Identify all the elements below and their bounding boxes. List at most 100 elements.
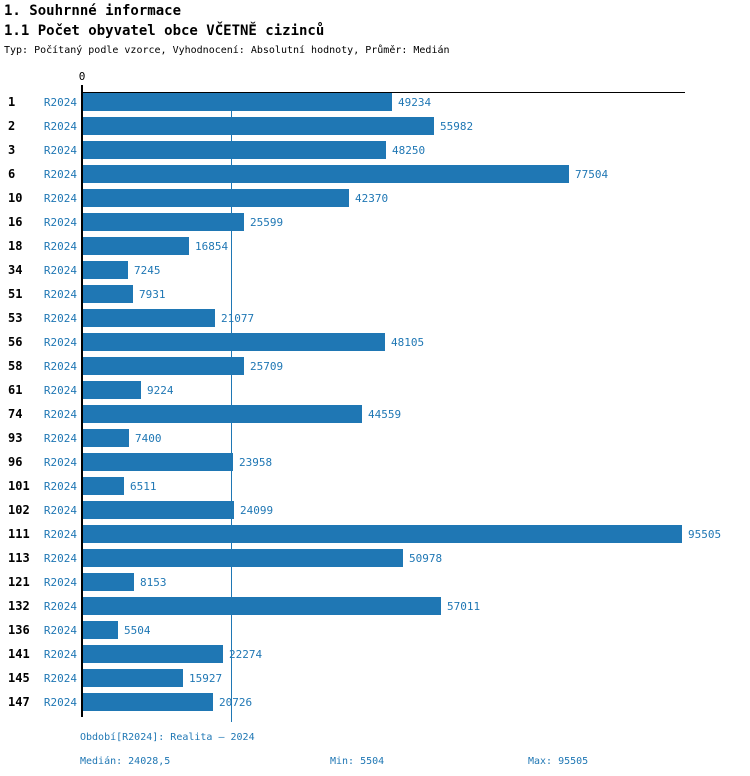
bar xyxy=(83,645,223,663)
chart-row: 1 R2024 49234 xyxy=(0,93,750,117)
bar xyxy=(83,501,234,519)
chart-rows: 1 R2024 49234 2 R2024 55982 3 R2024 4825… xyxy=(0,93,750,717)
chart-row: 141 R2024 22274 xyxy=(0,645,750,669)
row-category-label: 6 xyxy=(8,167,16,181)
row-category-label: 51 xyxy=(8,287,23,301)
bar xyxy=(83,261,128,279)
row-series-label: R2024 xyxy=(43,240,77,253)
chart-row: 61 R2024 9224 xyxy=(0,381,750,405)
bar xyxy=(83,93,392,111)
bar-value-label: 48250 xyxy=(392,144,426,157)
x-axis-line xyxy=(81,92,685,93)
row-series-label: R2024 xyxy=(43,600,77,613)
chart-row: 53 R2024 21077 xyxy=(0,309,750,333)
median-stat-label: Medián: 24028,5 xyxy=(80,756,171,767)
bar xyxy=(83,621,118,639)
row-category-label: 61 xyxy=(8,383,23,397)
chart-row: 58 R2024 25709 xyxy=(0,357,750,381)
bar xyxy=(83,693,213,711)
section-title: 1.1 Počet obyvatel obce VČETNĚ cizinců xyxy=(4,23,325,39)
bar-value-label: 7245 xyxy=(134,264,161,277)
bar-value-label: 48105 xyxy=(391,336,425,349)
bar-value-label: 49234 xyxy=(398,96,432,109)
bar-value-label: 23958 xyxy=(239,456,273,469)
row-series-label: R2024 xyxy=(43,312,77,325)
row-series-label: R2024 xyxy=(43,408,77,421)
row-series-label: R2024 xyxy=(43,168,77,181)
bar-value-label: 9224 xyxy=(147,384,174,397)
bar xyxy=(83,189,349,207)
row-category-label: 113 xyxy=(8,551,30,565)
chart-row: 145 R2024 15927 xyxy=(0,669,750,693)
row-category-label: 74 xyxy=(8,407,23,421)
chart-row: 3 R2024 48250 xyxy=(0,141,750,165)
row-category-label: 34 xyxy=(8,263,23,277)
row-category-label: 56 xyxy=(8,335,23,349)
bar xyxy=(83,237,189,255)
row-category-label: 101 xyxy=(8,479,30,493)
bar xyxy=(83,549,403,567)
bar-value-label: 5504 xyxy=(124,624,151,637)
chart-row: 102 R2024 24099 xyxy=(0,501,750,525)
bar xyxy=(83,285,133,303)
chart-row: 136 R2024 5504 xyxy=(0,621,750,645)
bar-value-label: 25599 xyxy=(250,216,284,229)
row-series-label: R2024 xyxy=(43,120,77,133)
row-category-label: 53 xyxy=(8,311,23,325)
bar-value-label: 25709 xyxy=(250,360,284,373)
bar-value-label: 95505 xyxy=(688,528,722,541)
bar-value-label: 50978 xyxy=(409,552,443,565)
bar-value-label: 21077 xyxy=(221,312,255,325)
row-category-label: 18 xyxy=(8,239,23,253)
row-series-label: R2024 xyxy=(43,576,77,589)
bar-value-label: 7931 xyxy=(139,288,166,301)
bar xyxy=(83,477,124,495)
bar xyxy=(83,165,569,183)
row-category-label: 16 xyxy=(8,215,23,229)
bar-value-label: 57011 xyxy=(447,600,481,613)
row-series-label: R2024 xyxy=(43,504,77,517)
bar xyxy=(83,669,183,687)
row-series-label: R2024 xyxy=(43,96,77,109)
bar-value-label: 7400 xyxy=(135,432,162,445)
chart-row: 18 R2024 16854 xyxy=(0,237,750,261)
bar xyxy=(83,453,233,471)
bar-value-label: 20726 xyxy=(219,696,253,709)
chart-row: 2 R2024 55982 xyxy=(0,117,750,141)
chart-row: 113 R2024 50978 xyxy=(0,549,750,573)
chart-row: 132 R2024 57011 xyxy=(0,597,750,621)
row-series-label: R2024 xyxy=(43,456,77,469)
bar xyxy=(83,333,385,351)
bar xyxy=(83,429,129,447)
y-axis-line xyxy=(81,85,83,717)
row-category-label: 145 xyxy=(8,671,30,685)
row-category-label: 102 xyxy=(8,503,30,517)
bar-value-label: 55982 xyxy=(440,120,474,133)
row-series-label: R2024 xyxy=(43,480,77,493)
row-series-label: R2024 xyxy=(43,696,77,709)
bar-value-label: 8153 xyxy=(140,576,167,589)
bar-value-label: 6511 xyxy=(130,480,157,493)
row-series-label: R2024 xyxy=(43,528,77,541)
report-title: 1. Souhrnné informace xyxy=(4,3,182,19)
row-series-label: R2024 xyxy=(43,288,77,301)
max-stat-label: Max: 95505 xyxy=(528,756,589,767)
bar-value-label: 16854 xyxy=(195,240,229,253)
bar xyxy=(83,141,386,159)
row-category-label: 111 xyxy=(8,527,30,541)
row-category-label: 10 xyxy=(8,191,23,205)
row-series-label: R2024 xyxy=(43,672,77,685)
chart-row: 121 R2024 8153 xyxy=(0,573,750,597)
row-category-label: 2 xyxy=(8,119,16,133)
row-series-label: R2024 xyxy=(43,360,77,373)
row-category-label: 3 xyxy=(8,143,16,157)
bar xyxy=(83,117,434,135)
chart-row: 34 R2024 7245 xyxy=(0,261,750,285)
bar-value-label: 24099 xyxy=(240,504,274,517)
row-category-label: 147 xyxy=(8,695,30,709)
row-category-label: 58 xyxy=(8,359,23,373)
row-category-label: 121 xyxy=(8,575,30,589)
bar-value-label: 42370 xyxy=(355,192,389,205)
row-series-label: R2024 xyxy=(43,144,77,157)
bar xyxy=(83,357,244,375)
